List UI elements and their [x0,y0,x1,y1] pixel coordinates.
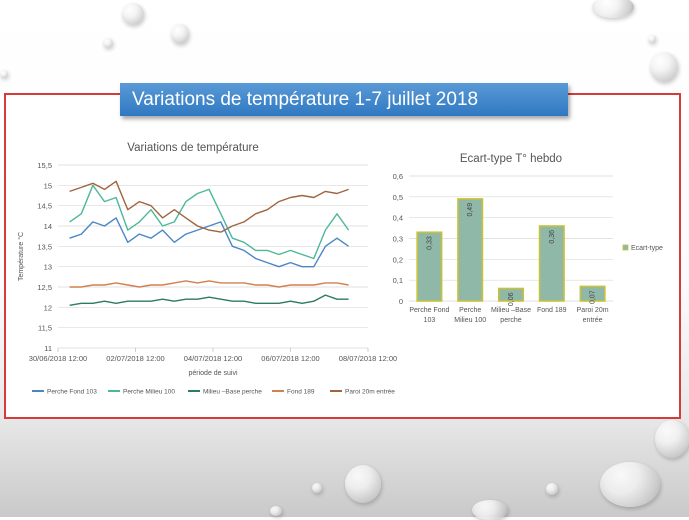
y-tick-label: 0,2 [393,255,403,264]
y-tick-label: 13,5 [37,242,52,251]
data-label: 0,07 [590,290,597,304]
x-tick-label: 08/07/2018 12:00 [339,354,397,363]
water-drop-decoration [655,420,689,458]
x-tick-label: Milieu –Base [491,307,531,314]
x-tick-label: 06/07/2018 12:00 [261,354,319,363]
legend-label: Fond 189 [287,389,315,396]
data-label: 0,06 [508,292,515,306]
water-drop-decoration [103,38,113,48]
legend-label: Paroi 20m entrée [345,389,395,396]
x-tick-label: perche [500,317,522,324]
water-drop-decoration [270,506,282,516]
water-drop-decoration [648,35,656,43]
y-tick-label: 13 [44,263,52,272]
water-drop-decoration [0,70,8,78]
series-line [69,294,349,306]
bar [457,198,484,302]
y-tick-label: 0,3 [393,235,403,244]
y-tick-label: 12 [44,303,52,312]
legend-label: Perche Fond 103 [47,389,97,396]
y-tick-label: 11 [44,344,52,353]
x-tick-label: 02/07/2018 12:00 [106,354,164,363]
water-drop-decoration [122,3,144,25]
water-drop-decoration [312,483,322,493]
content-frame [4,93,681,419]
water-drop-decoration [345,465,381,503]
bar [497,287,525,302]
y-tick-label: 0,1 [393,276,403,285]
y-tick-label: 14,5 [37,202,52,211]
data-label: 0,49 [467,203,474,217]
y-tick-label: 14 [44,222,52,231]
x-tick-label: Perche Fond [409,307,449,314]
water-drop-decoration [592,0,634,18]
y-axis-label: Température °C [17,232,25,281]
water-drop-decoration [171,24,189,44]
bar-chart: Ecart-type T° hebdo 0 0,1 0,2 0,3 0,4 0,5 0,6 0,… [393,153,663,324]
bar [416,231,443,302]
y-tick-label: 15,5 [37,161,52,170]
legend-label: Ecart-type [631,245,663,252]
y-tick-label: 0,6 [393,172,403,181]
x-tick-label: Paroi 20m [577,307,609,314]
legend-swatch [622,244,629,251]
water-drop-decoration [600,462,660,507]
x-tick-label: 103 [424,317,436,324]
legend-label: Perche Milieu 100 [123,389,175,396]
x-tick-label: Milieu 100 [454,317,486,324]
legend-label: Milieu –Base perche [203,389,262,396]
x-tick-label: 04/07/2018 12:00 [184,354,242,363]
x-tick-label: Perche [459,307,481,314]
y-tick-label: 12,5 [37,283,52,292]
bar [538,225,565,302]
y-tick-label: 11,5 [38,324,52,333]
series-line [69,184,350,260]
bar [579,285,606,302]
chart-title: Ecart-type T° hebdo [460,153,562,165]
x-tick-label: Fond 189 [537,307,567,314]
water-drop-decoration [650,52,678,82]
data-label: 0,36 [549,230,556,244]
y-tick-label: 15 [44,181,52,190]
y-tick-label: 0 [399,297,403,306]
line-chart: Variations de température 11 11,5 12 12,5 13 1… [17,142,397,396]
slide-title: Variations de température 1-7 juillet 20… [120,83,568,116]
chart-title: Variations de température [127,142,258,154]
x-axis-label: période de suivi [188,370,237,377]
x-tick-label: 30/06/2018 12:00 [29,354,87,363]
x-tick-label: entrée [583,317,603,324]
y-tick-label: 0,5 [393,193,403,202]
series-line [69,180,349,233]
data-label: 0,33 [426,236,433,250]
y-tick-label: 0,4 [393,214,403,223]
water-drop-decoration [472,500,508,520]
water-drop-decoration [546,483,558,495]
series-line [69,280,349,288]
series-line [69,217,350,268]
